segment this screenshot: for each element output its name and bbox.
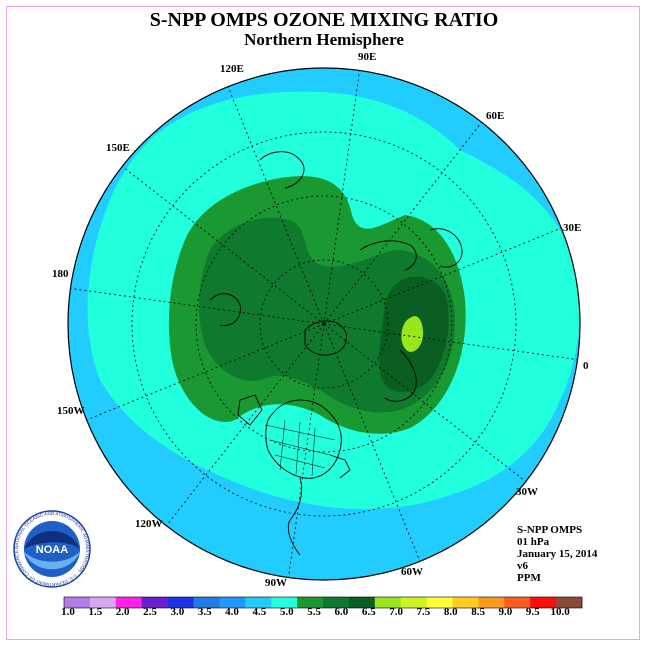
colorbar-labels: 1.0 1.5 2.0 2.5 3.0 3.5 4.0 4.5 5.0 5.5 6.0 6.5 7.0 7…	[0, 606, 648, 620]
colorbar-label: 5.5	[307, 606, 321, 618]
colorbar-outline	[63, 596, 583, 609]
colorbar-label: 5.0	[279, 606, 294, 618]
lon-label-90w: 90W	[265, 577, 287, 589]
colorbar-label: 3.0	[170, 606, 185, 618]
colorbar-label: 8.5	[471, 606, 485, 618]
coastlines	[209, 151, 463, 556]
colorbar-segment	[348, 597, 376, 608]
lon-label-30w: 30W	[516, 486, 538, 498]
colorbar-label: 3.5	[197, 606, 212, 618]
lon-label-60w: 60W	[401, 566, 423, 578]
colorbar-label: 6.0	[334, 606, 349, 618]
colorbar-label: 2.5	[143, 606, 157, 618]
lon-label-180: 180	[52, 268, 69, 280]
colorbar-segment	[478, 597, 505, 608]
lon-label-120w: 120W	[135, 518, 163, 530]
colorbar	[63, 596, 583, 609]
lon-label-60e: 60E	[486, 110, 505, 122]
colorbar-label: 9.5	[525, 606, 540, 618]
colorbar-segment	[556, 597, 583, 608]
colorbar-segment	[64, 597, 91, 608]
colorbar-label: 7.5	[416, 606, 431, 618]
map-title: S-NPP OMPS OZONE MIXING RATIO	[149, 9, 499, 31]
colorbar-segment	[141, 597, 168, 608]
colorbar-label: 1.5	[88, 606, 103, 618]
lon-label-150e: 150E	[106, 142, 130, 154]
lon-label-150w: 150W	[57, 405, 85, 417]
info-block: S-NPP OMPS 01 hPa January 15, 2014 v6 PP…	[517, 524, 597, 584]
colorbar-label: 2.0	[115, 606, 130, 618]
graticule	[70, 70, 578, 578]
colorbar-label: 1.0	[61, 606, 75, 618]
info-version: v6	[517, 560, 528, 572]
colorbar-label: 8.0	[443, 606, 458, 618]
lon-label-120e: 120E	[220, 63, 244, 75]
colorbar-segment	[219, 597, 246, 608]
noaa-logo: NOAA NATIONAL OCEANIC AND ATMOSPHERIC AD…	[13, 510, 91, 588]
colorbar-segment	[89, 597, 117, 608]
colorbar-segment	[297, 597, 324, 608]
colorbar-label: 6.5	[361, 606, 376, 618]
colorbar-label: 4.0	[225, 606, 239, 618]
colorbar-segment	[530, 597, 557, 608]
noaa-logo-text: NOAA	[36, 544, 68, 556]
info-units: PPM	[517, 572, 541, 584]
info-date: January 15, 2014	[517, 548, 598, 560]
colorbar-segment	[400, 597, 427, 608]
info-instrument: S-NPP OMPS	[517, 524, 583, 536]
colorbar-segment	[115, 597, 142, 608]
colorbar-segment	[245, 597, 272, 608]
political-borders	[264, 419, 336, 477]
colorbar-segment	[504, 597, 531, 608]
lon-label-30e: 30E	[563, 222, 582, 234]
colorbar-label: 7.0	[389, 606, 403, 618]
ozone-band-6.5	[401, 316, 424, 352]
colorbar-label: 4.5	[252, 606, 267, 618]
colorbar-segment	[167, 597, 194, 608]
colorbar-segment	[426, 597, 453, 608]
colorbar-segment	[374, 597, 401, 608]
globe-outline	[67, 67, 581, 581]
colorbar-label: 10.0	[550, 606, 570, 618]
figure-frame	[6, 6, 640, 640]
lon-label-0: 0	[583, 360, 589, 372]
lon-label-90e: 90E	[358, 51, 377, 63]
colorbar-segment	[271, 597, 298, 608]
colorbar-label: 9.0	[498, 606, 513, 618]
map-subtitle: Northern Hemisphere	[244, 30, 404, 49]
info-level: 01 hPa	[517, 536, 550, 548]
colorbar-segment	[452, 597, 479, 608]
colorbar-segment	[323, 597, 350, 608]
colorbar-segment	[193, 597, 220, 608]
